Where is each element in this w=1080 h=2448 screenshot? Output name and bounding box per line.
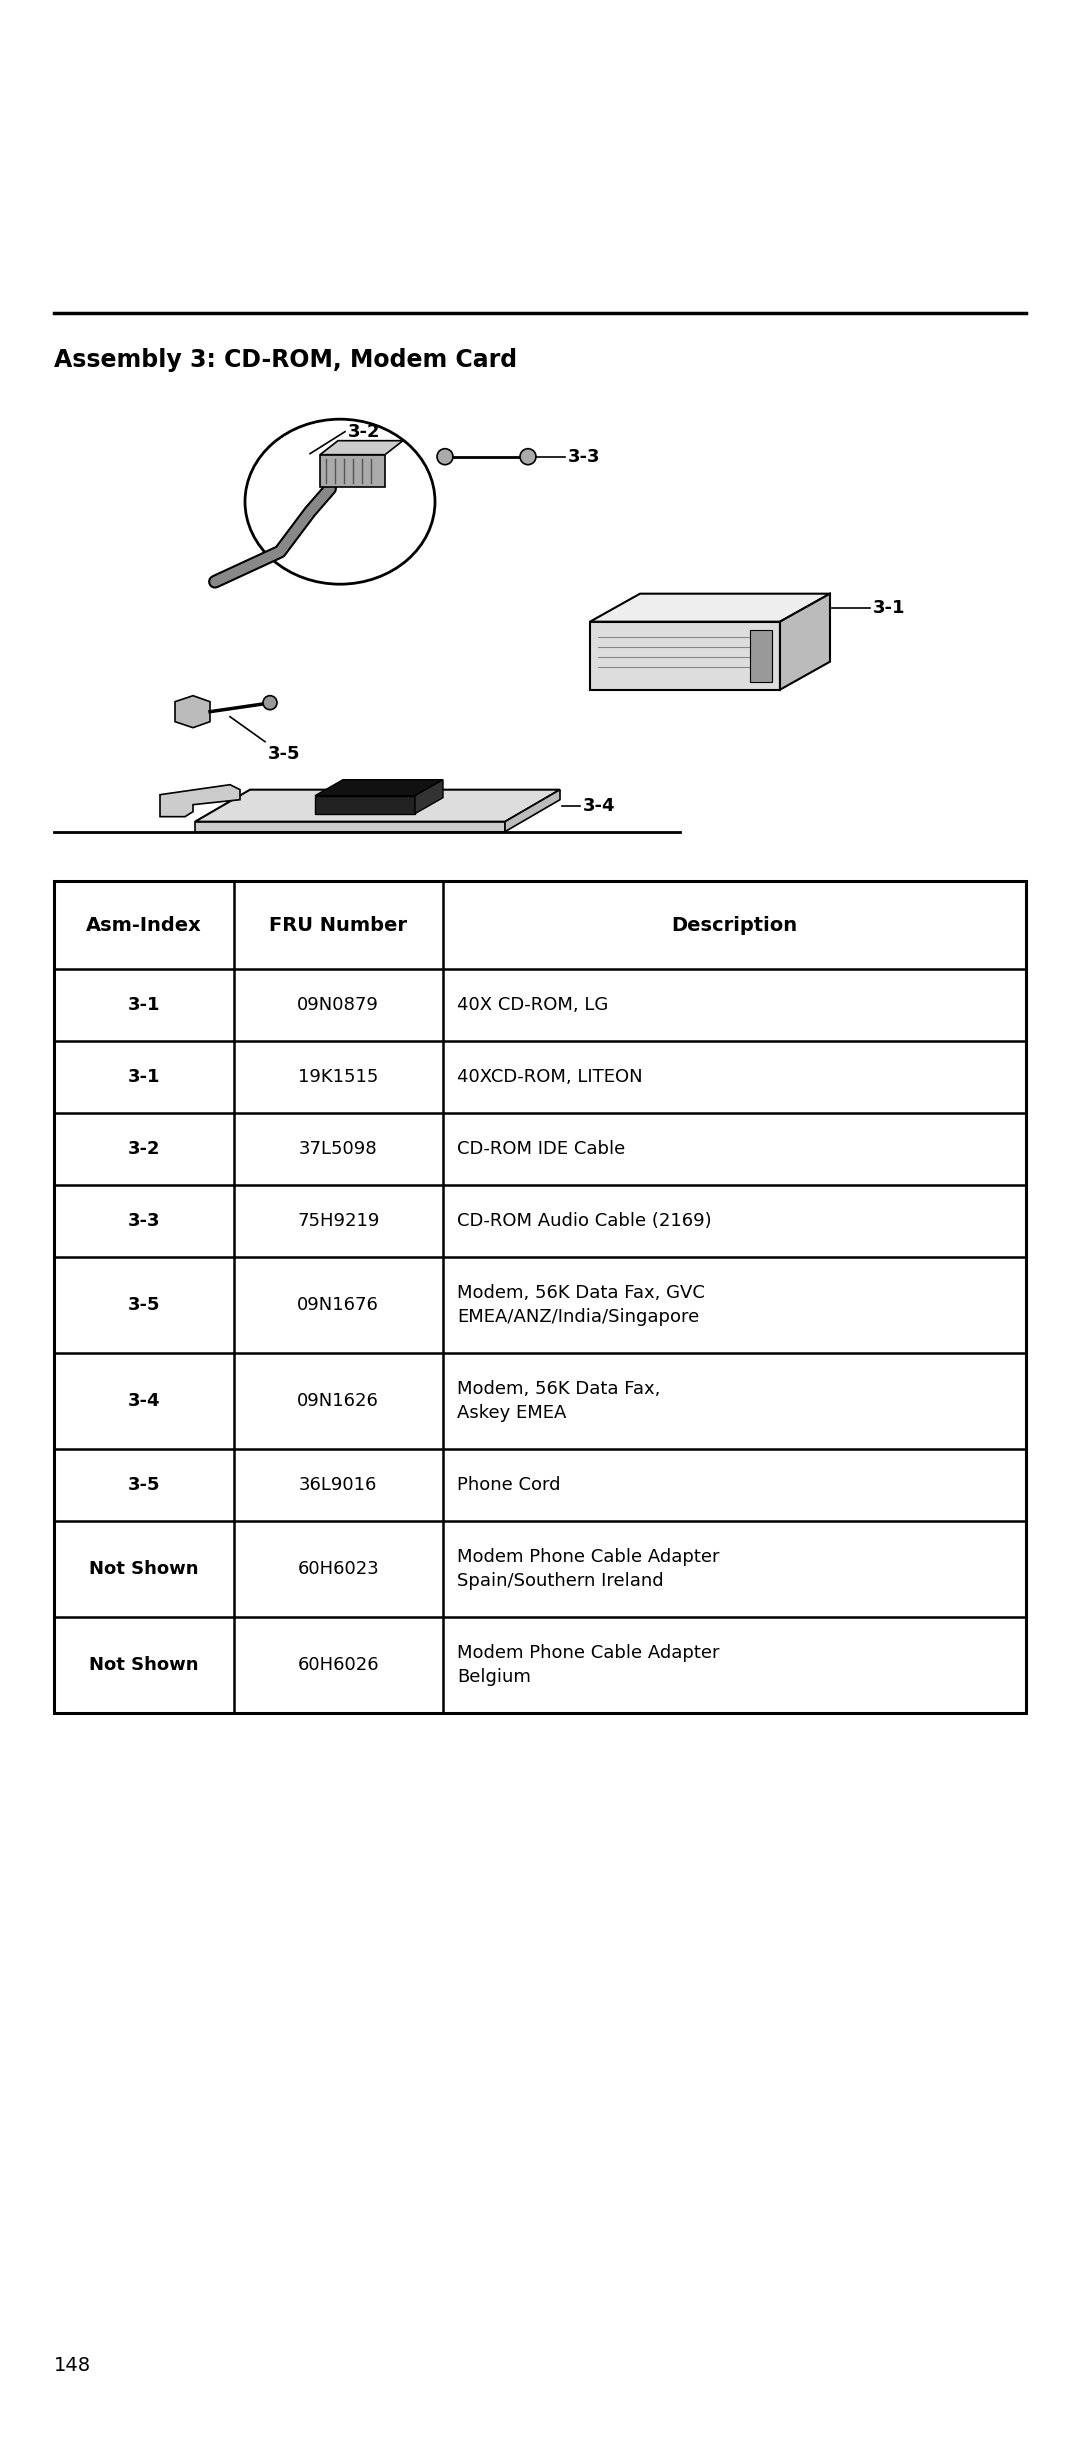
- Circle shape: [437, 448, 453, 465]
- Polygon shape: [320, 455, 384, 487]
- Text: 3-2: 3-2: [348, 424, 380, 441]
- Text: 3-1: 3-1: [873, 600, 905, 617]
- Text: 3-2: 3-2: [127, 1141, 160, 1158]
- Text: 60H6026: 60H6026: [297, 1657, 379, 1674]
- Polygon shape: [780, 595, 831, 690]
- Text: CD-ROM IDE Cable: CD-ROM IDE Cable: [457, 1141, 625, 1158]
- FancyBboxPatch shape: [750, 629, 772, 681]
- Circle shape: [264, 695, 276, 710]
- Polygon shape: [590, 595, 831, 622]
- Text: 60H6023: 60H6023: [297, 1559, 379, 1579]
- Text: 37L5098: 37L5098: [299, 1141, 378, 1158]
- Text: Not Shown: Not Shown: [90, 1657, 199, 1674]
- Text: Modem Phone Cable Adapter
Belgium: Modem Phone Cable Adapter Belgium: [457, 1645, 719, 1687]
- Text: Phone Cord: Phone Cord: [457, 1476, 561, 1493]
- Polygon shape: [195, 791, 561, 823]
- Text: 36L9016: 36L9016: [299, 1476, 378, 1493]
- Polygon shape: [315, 796, 415, 813]
- Text: 09N0879: 09N0879: [297, 996, 379, 1013]
- Text: 3-1: 3-1: [127, 1067, 160, 1087]
- Text: CD-ROM Audio Cable (2169): CD-ROM Audio Cable (2169): [457, 1212, 712, 1231]
- Text: 09N1676: 09N1676: [297, 1297, 379, 1315]
- Text: 19K1515: 19K1515: [298, 1067, 378, 1087]
- Text: 3-1: 3-1: [127, 996, 160, 1013]
- Polygon shape: [415, 778, 443, 813]
- Text: 148: 148: [54, 2355, 91, 2375]
- Text: Assembly 3: CD-ROM, Modem Card: Assembly 3: CD-ROM, Modem Card: [54, 348, 517, 372]
- Polygon shape: [590, 622, 780, 690]
- Text: 3-3: 3-3: [568, 448, 600, 465]
- Circle shape: [519, 448, 536, 465]
- Text: 40X CD-ROM, LG: 40X CD-ROM, LG: [457, 996, 608, 1013]
- Text: 3-5: 3-5: [127, 1297, 160, 1315]
- Text: 3-4: 3-4: [127, 1393, 160, 1410]
- Text: FRU Number: FRU Number: [269, 916, 407, 935]
- Ellipse shape: [245, 419, 435, 585]
- Text: Modem, 56K Data Fax, GVC
EMEA/ANZ/India/Singapore: Modem, 56K Data Fax, GVC EMEA/ANZ/India/…: [457, 1285, 704, 1327]
- Polygon shape: [315, 778, 443, 796]
- Polygon shape: [160, 786, 240, 818]
- Text: Description: Description: [672, 916, 797, 935]
- Text: 3-5: 3-5: [127, 1476, 160, 1493]
- Text: Modem Phone Cable Adapter
Spain/Southern Ireland: Modem Phone Cable Adapter Spain/Southern…: [457, 1547, 719, 1591]
- Text: 75H9219: 75H9219: [297, 1212, 379, 1231]
- Text: Asm-Index: Asm-Index: [86, 916, 202, 935]
- Text: 3-3: 3-3: [127, 1212, 160, 1231]
- Polygon shape: [505, 791, 561, 832]
- Polygon shape: [195, 823, 505, 832]
- Text: 09N1626: 09N1626: [297, 1393, 379, 1410]
- Text: 3-4: 3-4: [583, 796, 616, 815]
- Text: Modem, 56K Data Fax,
Askey EMEA: Modem, 56K Data Fax, Askey EMEA: [457, 1381, 660, 1422]
- Text: 3-5: 3-5: [268, 744, 300, 764]
- Text: 40XCD-ROM, LITEON: 40XCD-ROM, LITEON: [457, 1067, 643, 1087]
- Polygon shape: [320, 441, 403, 455]
- Polygon shape: [175, 695, 210, 727]
- Text: Not Shown: Not Shown: [90, 1559, 199, 1579]
